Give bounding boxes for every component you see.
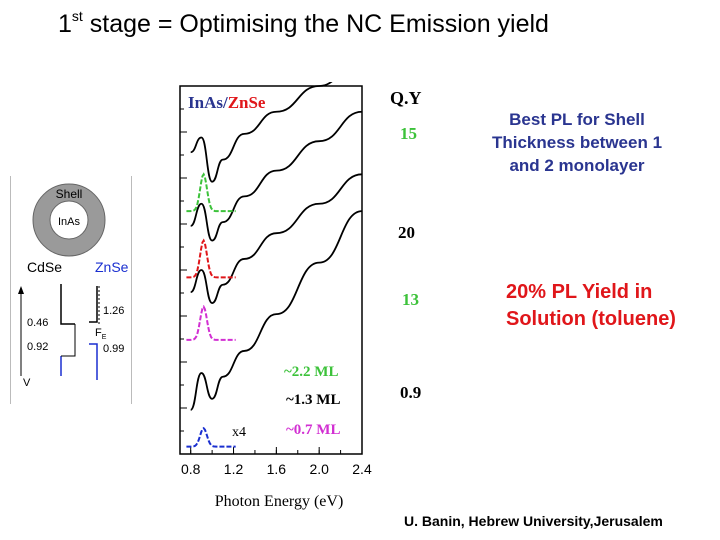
pl-peak-PL-20 xyxy=(186,238,236,279)
qy-value-09: 0.9 xyxy=(400,383,422,402)
value-046: 0.46 xyxy=(27,317,48,329)
fermi-label: FE xyxy=(95,327,107,341)
cdse-conduction-band xyxy=(60,284,75,325)
value-092: 0.92 xyxy=(27,341,48,353)
pl-peak-PL-15 xyxy=(186,172,236,213)
x-tick-label: 2.0 xyxy=(309,461,329,477)
pl-peak-PL-0.9 xyxy=(186,426,236,448)
credit-line: U. Banin, Hebrew University,Jerusalem xyxy=(404,513,663,529)
curve-absorption-2 xyxy=(190,110,363,242)
shell-label: Shell xyxy=(56,187,83,201)
x-tick-label: 1.2 xyxy=(224,461,244,477)
core-band xyxy=(61,324,76,357)
annotation-x4: x4 xyxy=(232,425,246,440)
cdse-label: CdSe xyxy=(27,259,62,275)
x-ticks: 0.8 1.2 1.6 2.0 2.4 xyxy=(181,447,372,477)
pl-peak-PL-13 xyxy=(186,304,236,341)
v-label: V xyxy=(23,377,31,389)
qy-label: Q.Y xyxy=(390,88,422,108)
slide-title: 1st stage = Optimising the NC Emission y… xyxy=(58,8,549,38)
qy-value-13: 13 xyxy=(402,290,419,309)
x-axis-label: Photon Energy (eV) xyxy=(215,493,344,510)
annotation-07ml: ~0.7 ML xyxy=(286,422,341,438)
qy-value-15: 15 xyxy=(400,124,417,143)
note-best-pl: Best PL for Shell Thickness between 1 an… xyxy=(491,110,663,175)
znse-conduction-band xyxy=(89,286,98,323)
x-tick-label: 1.6 xyxy=(267,461,287,477)
plot-title: InAs/ZnSe xyxy=(188,93,266,112)
curve-absorption-3 xyxy=(190,173,363,305)
x-tick-label: 0.8 xyxy=(181,461,201,477)
curves xyxy=(186,82,363,448)
znse-valence-band xyxy=(89,343,98,380)
curve-absorption-4 xyxy=(189,210,363,411)
qy-value-20: 20 xyxy=(398,223,415,242)
core-circle xyxy=(49,200,89,240)
value-099: 0.99 xyxy=(103,343,124,355)
znse-label: ZnSe xyxy=(95,259,129,275)
core-label: InAs xyxy=(58,216,81,228)
pl-spectrum-plot: 0.8 1.2 1.6 2.0 2.4 InAs/ZnSe Photon Energy … xyxy=(179,82,372,510)
value-126: 1.26 xyxy=(103,305,124,317)
x-tick-label: 2.4 xyxy=(352,461,372,477)
annotation-13ml: ~1.3 ML xyxy=(286,392,341,408)
y-ticks xyxy=(180,85,187,455)
annotation-22ml: ~2.2 ML xyxy=(284,364,339,380)
curve-absorption-1 xyxy=(190,82,333,183)
band-diagram: Shell InAs CdSe ZnSe 0.46 0.92 1.26 0.99… xyxy=(10,176,132,404)
note-pl-yield: 20% PL Yield in Solution (toluene) xyxy=(506,281,676,330)
